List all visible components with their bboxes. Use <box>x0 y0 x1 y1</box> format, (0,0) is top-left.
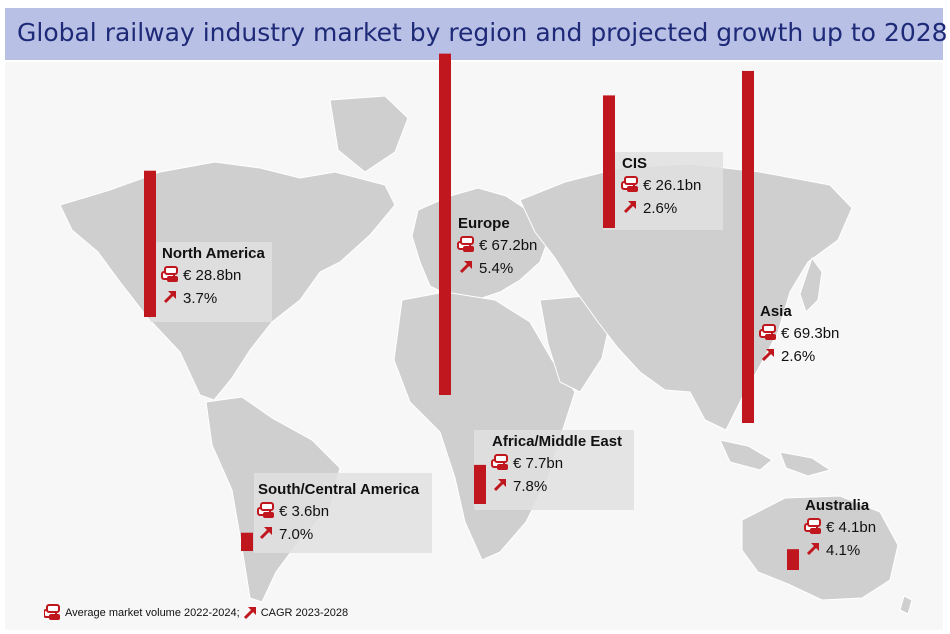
bar-asia <box>742 70 754 424</box>
coin-stack-icon <box>759 324 777 341</box>
bar-europe <box>439 53 451 396</box>
value-label-australia: € 4.1bn <box>826 519 876 536</box>
coin-stack-icon <box>491 454 509 471</box>
region-label-asia: Asia <box>760 303 792 320</box>
labels: North America € 28.8bn 3.7% Europe € 67.2bn 5… <box>161 155 876 559</box>
value-label-asia: € 69.3bn <box>781 325 839 342</box>
label-box-south-central-america <box>254 473 432 553</box>
bar-north-america <box>144 170 156 317</box>
bar-africa-middle-east <box>474 464 486 504</box>
bar-south-central-america <box>241 532 253 551</box>
coin-stack-icon <box>804 518 822 535</box>
australia-landmass <box>741 495 899 601</box>
greenland-landmass <box>329 95 409 173</box>
value-label-south-central-america: € 3.6bn <box>279 503 329 520</box>
growth-label-australia: 4.1% <box>826 542 860 559</box>
region-label-africa-middle-east: Africa/Middle East <box>492 433 622 450</box>
legend: Average market volume 2022-2024; CAGR 20… <box>44 604 348 621</box>
bar-cis <box>603 95 615 228</box>
japan-landmass <box>799 256 823 313</box>
title-bar: Global railway industry market by region… <box>5 8 948 60</box>
growth-label-south-central-america: 7.0% <box>279 526 313 543</box>
region-label-australia: Australia <box>805 497 870 514</box>
value-label-cis: € 26.1bn <box>643 177 701 194</box>
region-label-europe: Europe <box>458 215 510 232</box>
up-arrow-icon <box>243 605 258 620</box>
region-label-north-america: North America <box>162 245 265 262</box>
coin-stack-icon <box>161 266 179 283</box>
coin-stack-icon <box>257 502 275 519</box>
bars <box>144 53 799 570</box>
se-asia-islands <box>719 439 832 477</box>
growth-label-asia: 2.6% <box>781 348 815 365</box>
coin-stack-icon <box>621 176 639 193</box>
growth-label-africa-middle-east: 7.8% <box>513 478 547 495</box>
label-boxes <box>150 152 723 553</box>
new-zealand-landmass <box>899 595 913 615</box>
value-label-europe: € 67.2bn <box>479 237 537 254</box>
growth-label-europe: 5.4% <box>479 260 513 277</box>
region-label-south-central-america: South/Central America <box>258 481 420 498</box>
coin-stack-icon <box>457 236 475 253</box>
region-label-cis: CIS <box>622 155 647 172</box>
bar-australia <box>787 549 799 570</box>
growth-label-cis: 2.6% <box>643 200 677 217</box>
value-label-north-america: € 28.8bn <box>183 267 241 284</box>
value-label-africa-middle-east: € 7.7bn <box>513 455 563 472</box>
growth-label-north-america: 3.7% <box>183 290 217 307</box>
legend-volume-text: Average market volume 2022-2024; <box>65 606 240 619</box>
chart-title: Global railway industry market by region… <box>17 18 948 47</box>
coin-stack-icon <box>44 604 61 621</box>
label-box-cis <box>603 152 723 230</box>
legend-growth-text: CAGR 2023-2028 <box>260 606 349 619</box>
